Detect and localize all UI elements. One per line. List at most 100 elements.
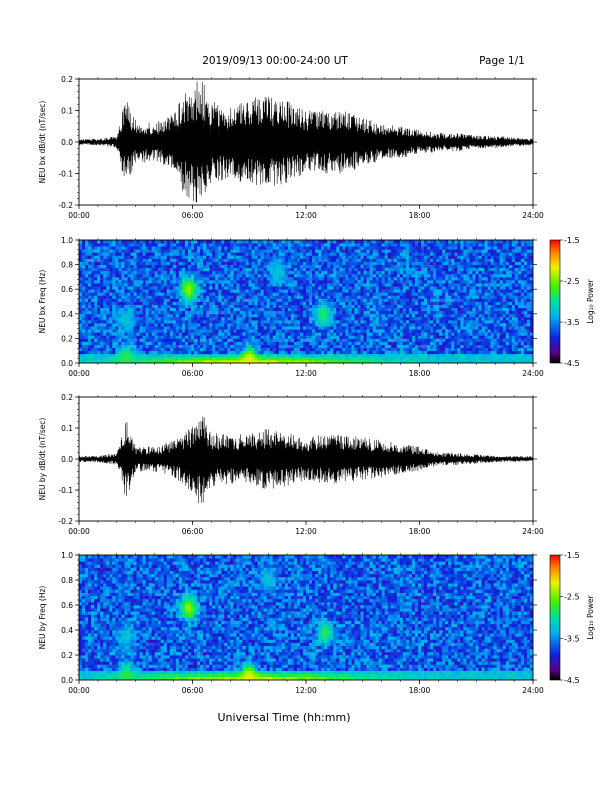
- spectrogram-cell: [348, 255, 351, 258]
- spectrogram-cell: [224, 345, 227, 348]
- spectrogram-cell: [224, 357, 227, 360]
- spectrogram-cell: [445, 268, 448, 271]
- spectrogram-cell: [415, 277, 418, 280]
- spectrogram-cell: [466, 268, 469, 271]
- spectrogram-cell: [433, 268, 436, 271]
- spectrogram-cell: [303, 317, 306, 320]
- spectrogram-cell: [439, 252, 442, 255]
- spectrogram-cell: [345, 240, 348, 243]
- spectrogram-cell: [339, 345, 342, 348]
- spectrogram-cell: [385, 302, 388, 305]
- spectrogram-cell: [121, 274, 124, 277]
- spectrogram-cell: [191, 246, 194, 249]
- spectrogram-cell: [321, 271, 324, 274]
- spectrogram-cell: [109, 277, 112, 280]
- spectrogram-cell: [309, 326, 312, 329]
- spectrogram-cell: [336, 335, 339, 338]
- spectrogram-cell: [236, 249, 239, 252]
- spectrogram-cell: [230, 314, 233, 317]
- spectrogram-cell: [321, 332, 324, 335]
- spectrogram-cell: [451, 295, 454, 298]
- spectrogram-cell: [318, 265, 321, 268]
- spectrogram-cell: [161, 274, 164, 277]
- spectrogram-cell: [146, 246, 149, 249]
- spectrogram-cell: [97, 357, 100, 360]
- spectrogram-cell: [158, 271, 161, 274]
- spectrogram-cell: [215, 280, 218, 283]
- spectrogram-cell: [339, 298, 342, 301]
- spectrogram-cell: [327, 240, 330, 243]
- spectrogram-cell: [215, 243, 218, 246]
- spectrogram-cell: [460, 295, 463, 298]
- spectrogram-cell: [197, 265, 200, 268]
- spectrogram-cell: [339, 262, 342, 265]
- spectrogram-cell: [466, 295, 469, 298]
- spectrogram-cell: [439, 240, 442, 243]
- spectrogram-cell: [103, 308, 106, 311]
- spectrogram-cell: [258, 255, 261, 258]
- spectrogram-cell: [403, 354, 406, 357]
- spectrogram-cell: [267, 314, 270, 317]
- spectrogram-cell: [252, 302, 255, 305]
- spectrogram-cell: [227, 249, 230, 252]
- spectrogram-cell: [433, 274, 436, 277]
- spectrogram-cell: [306, 311, 309, 314]
- spectrogram-cell: [167, 357, 170, 360]
- spectrogram-cell: [215, 292, 218, 295]
- spectrogram-cell: [270, 345, 273, 348]
- spectrogram-cell: [279, 295, 282, 298]
- spectrogram-cell: [312, 311, 315, 314]
- spectrogram-cell: [155, 271, 158, 274]
- spectrogram-cell: [191, 280, 194, 283]
- spectrogram-cell: [385, 357, 388, 360]
- spectrogram-cell: [227, 255, 230, 258]
- spectrogram-cell: [439, 280, 442, 283]
- spectrogram-cell: [233, 345, 236, 348]
- spectrogram-cell: [406, 280, 409, 283]
- spectrogram-cell: [412, 335, 415, 338]
- spectrogram-cell: [373, 265, 376, 268]
- spectrogram-cell: [121, 262, 124, 265]
- spectrogram-cell: [357, 280, 360, 283]
- spectrogram-cell: [336, 246, 339, 249]
- spectrogram-cell: [109, 314, 112, 317]
- spectrogram-cell: [212, 351, 215, 354]
- spectrogram-cell: [466, 289, 469, 292]
- spectrogram-cell: [276, 292, 279, 295]
- spectrogram-cell: [230, 240, 233, 243]
- spectrogram-cell: [354, 249, 357, 252]
- spectrogram-cell: [133, 317, 136, 320]
- spectrogram-cell: [427, 341, 430, 344]
- spectrogram-cell: [330, 357, 333, 360]
- spectrogram-cell: [318, 317, 321, 320]
- spectrogram-cell: [364, 326, 367, 329]
- spectrogram-cell: [239, 348, 242, 351]
- spectrogram-cell: [94, 258, 97, 261]
- spectrogram-cell: [294, 295, 297, 298]
- spectrogram-cell: [85, 249, 88, 252]
- spectrogram-cell: [370, 345, 373, 348]
- spectrogram-cell: [421, 357, 424, 360]
- spectrogram-cell: [388, 286, 391, 289]
- spectrogram-cell: [460, 255, 463, 258]
- spectrogram-cell: [282, 277, 285, 280]
- spectrogram-cell: [106, 320, 109, 323]
- spectrogram-cell: [357, 265, 360, 268]
- spectrogram-cell: [255, 305, 258, 308]
- spectrogram-cell: [321, 265, 324, 268]
- spectrogram-cell: [321, 305, 324, 308]
- spectrogram-cell: [245, 329, 248, 332]
- spectrogram-cell: [112, 240, 115, 243]
- spectrogram-cell: [394, 298, 397, 301]
- spectrogram-cell: [342, 341, 345, 344]
- spectrogram-cell: [454, 302, 457, 305]
- spectrogram-cell: [164, 329, 167, 332]
- spectrogram-cell: [106, 341, 109, 344]
- spectrogram-cell: [457, 354, 460, 357]
- spectrogram-cell: [430, 280, 433, 283]
- spectrogram-cell: [197, 274, 200, 277]
- spectrogram-cell: [130, 305, 133, 308]
- spectrogram-cell: [97, 274, 100, 277]
- spectrogram-cell: [330, 262, 333, 265]
- spectrogram-cell: [327, 320, 330, 323]
